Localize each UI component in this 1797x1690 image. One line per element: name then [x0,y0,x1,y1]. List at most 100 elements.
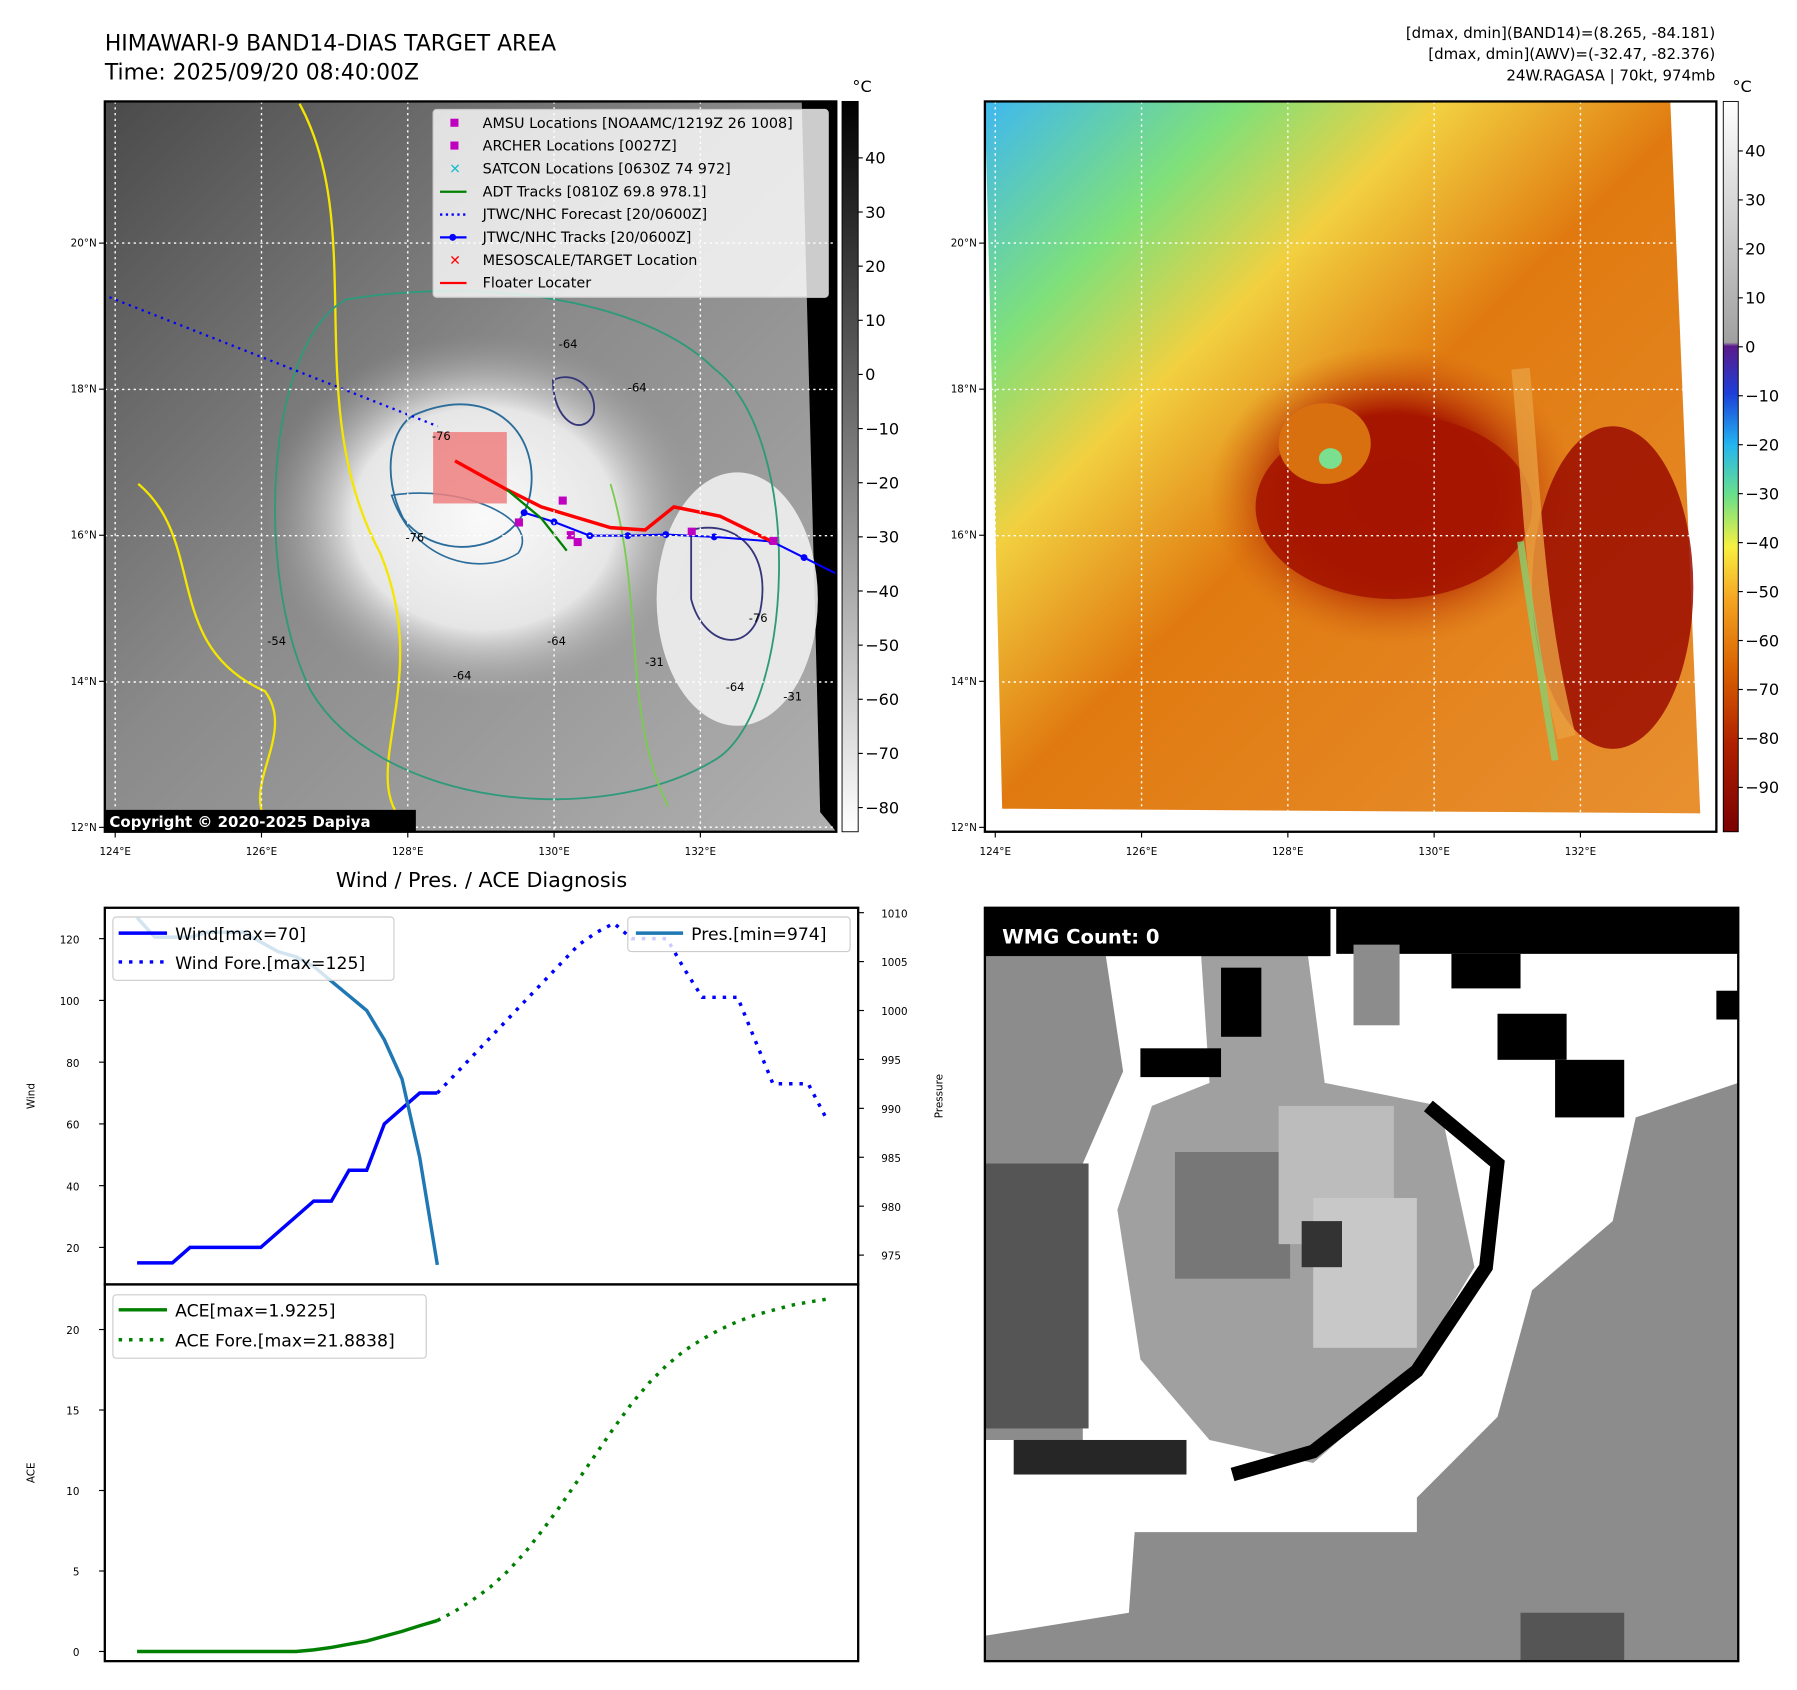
wind-pressure-chart: 20 40 60 80 100 120 975 980 985 990 995 1000 1005 101… [26,906,945,1286]
legend-label: Wind Fore.[max=125] [175,954,365,974]
y-tick-label: 20 [66,1325,79,1337]
colorbar-tick-label: −10 [1745,387,1779,406]
lat-tick-label: 18°N [951,384,977,396]
y-tick-label: 100 [60,996,80,1008]
legend-entry: Floater Locater [440,276,591,292]
colorbar-tick-label: 40 [865,149,886,168]
colorbar-tick-label: −90 [1745,778,1779,797]
legend-label: ADT Tracks [0810Z 69.8 978.1] [483,184,707,200]
contour-label: -31 [645,655,664,669]
series-line-0 [137,1091,438,1265]
lon-tick-label: 132°E [1565,846,1597,858]
square-marker-icon [450,118,459,127]
lon-tick-label: 126°E [246,846,278,858]
legend-label: MESOSCALE/TARGET Location [483,253,698,269]
colorbar-tick-label: 30 [1745,191,1766,210]
band14-map-panel: -64 -64 -76 -76 -76 -64 -64 -31 -31 -54 … [103,100,838,833]
legend-label: Pres.[min=974] [691,925,826,945]
copyright-label: Copyright © 2020-2025 Dapiya [109,813,370,831]
info-band14-range: [dmax, dmin](BAND14)=(8.265, -84.181) [1406,24,1715,42]
colorbar-tick-label: 20 [865,257,886,276]
contour-label: -64 [547,634,566,648]
colorbar-tick-label: 0 [1745,338,1755,357]
ace-legend: ACE[max=1.9225] ACE Fore.[max=21.8838] [112,1294,427,1359]
ace-chart: 0 5 10 15 20 ACE ACE[max=1.9225] ACE Fore.[max=… [26,1283,860,1663]
legend-label: ACE Fore.[max=21.8838] [175,1332,395,1352]
y2-axis-label: Pressure [933,1074,945,1118]
legend-label: ARCHER Locations [0027Z] [483,139,677,155]
legend-label: Floater Locater [483,276,592,292]
lon-tick-label: 124°E [980,846,1012,858]
colorbar-tick-label: 20 [1745,240,1766,259]
y2-tick-label: 1005 [881,957,907,969]
lat-tick-label: 12°N [71,822,97,834]
pressure-legend: Pres.[min=974] [627,916,851,953]
y-tick-label: 80 [66,1058,79,1070]
legend-label: ACE[max=1.9225] [175,1302,335,1322]
legend-entry: ARCHER Locations [0027Z] [450,139,677,155]
y-axis-label: ACE [26,1462,38,1483]
lat-tick-label: 14°N [951,676,977,688]
legend-entry: JTWC/NHC Tracks [20/0600Z] [440,230,691,246]
map-legend: AMSU Locations [NOAAMC/1219Z 26 1008] ARC… [432,108,829,298]
colorbar-band14: °C 40 30 20 10 0 −10 −20 −30 −40 −50 −60 −70 −80 [841,77,899,833]
lat-tick-label: 20°N [71,238,97,250]
lon-tick-label: 128°E [1272,846,1304,858]
x-marker-icon: ✕ [449,253,461,269]
colorbar-tick-label: −80 [1745,729,1779,748]
lon-tick-label: 130°E [1418,846,1450,858]
colorbar-unit: °C [852,77,871,96]
colorbar-tick-label: −40 [865,582,899,601]
colorbar-tick-label: −50 [865,636,899,655]
legend-entry: AMSU Locations [NOAAMC/1219Z 26 1008] [450,116,793,132]
colorbar-tick-label: −50 [1745,582,1779,601]
diagnosis-title: Wind / Pres. / ACE Diagnosis [336,868,627,892]
figure-title: HIMAWARI-9 BAND14-DIAS TARGET AREA [105,32,556,57]
colorbar-tick-label: −70 [865,744,899,763]
square-marker-icon [450,141,459,150]
colorbar-tick-label: −10 [865,419,899,438]
info-storm: 24W.RAGASA | 70kt, 974mb [1506,67,1715,85]
legend-label: AMSU Locations [NOAAMC/1219Z 26 1008] [483,116,793,132]
legend-label: JTWC/NHC Tracks [20/0600Z] [482,230,692,246]
contour-label: -76 [749,611,768,625]
y2-tick-label: 1000 [881,1006,907,1018]
y2-tick-label: 975 [881,1251,901,1263]
y-tick-label: 0 [73,1647,80,1659]
colorbar-tick-label: −20 [1745,435,1779,454]
legend-entry: JTWC/NHC Forecast [20/0600Z] [440,207,707,223]
wind-legend: Wind[max=70] Wind Fore.[max=125] [112,916,395,981]
y-tick-label: 15 [66,1406,79,1418]
lon-tick-label: 124°E [99,846,131,858]
lat-tick-label: 14°N [71,676,97,688]
y-tick-label: 5 [73,1567,80,1579]
y2-tick-label: 985 [881,1153,901,1165]
y-tick-label: 120 [60,934,80,946]
y2-tick-label: 995 [881,1055,901,1067]
lon-tick-label: 128°E [392,846,424,858]
lat-tick-label: 18°N [71,384,97,396]
lon-tick-label: 126°E [1126,846,1158,858]
colorbar-tick-label: −70 [1745,680,1779,699]
y-axis-label: Wind [26,1083,38,1109]
y2-tick-label: 990 [881,1104,901,1116]
lat-tick-label: 16°N [951,530,977,542]
lat-tick-label: 20°N [951,238,977,250]
contour-label: -54 [267,634,286,648]
colorbar-tick-label: 10 [865,311,886,330]
colorbar-tick-label: −60 [865,690,899,709]
legend-entry: ✕ MESOSCALE/TARGET Location [449,253,697,269]
contour-label: -64 [628,381,647,395]
y-tick-label: 20 [66,1243,79,1255]
legend-entry: ADT Tracks [0810Z 69.8 978.1] [440,184,707,200]
contour-label: -76 [432,429,451,443]
colorbar-tick-label: −80 [865,798,899,817]
wmg-count-label: WMG Count: 0 [1002,925,1159,948]
contour-label: -31 [783,689,802,703]
contour-label: -64 [453,669,472,683]
wmg-panel: WMG Count: 0 [983,906,1740,1663]
series-line-0 [137,1618,438,1654]
legend-entry: ✕ SATCON Locations [0630Z 74 972] [449,162,730,178]
colorbar-tick-label: 0 [865,365,875,384]
